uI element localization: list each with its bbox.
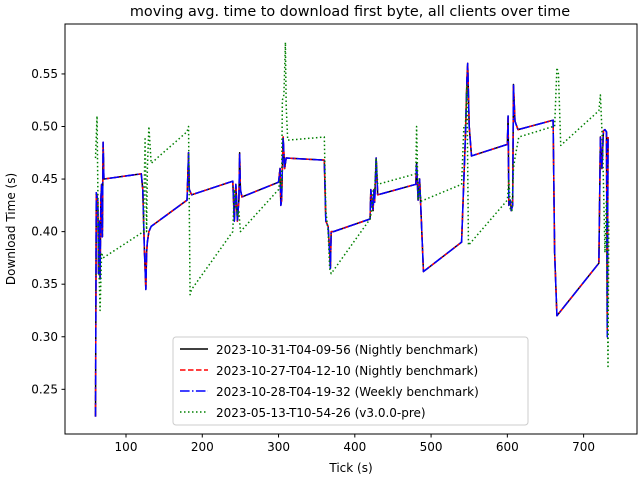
x-tick-label: 200 <box>191 440 214 454</box>
legend-label-series-1: 2023-10-31-T04-09-56 (Nightly benchmark) <box>216 343 478 357</box>
plot-frame <box>64 23 638 435</box>
x-tick-label: 400 <box>343 440 366 454</box>
y-tick-label: 0.45 <box>31 172 58 186</box>
legend-box <box>172 336 529 426</box>
y-tick-label: 0.50 <box>31 120 58 134</box>
x-tick-label: 600 <box>496 440 519 454</box>
chart-title: moving avg. time to download first byte,… <box>130 4 570 20</box>
x-tick-label: 300 <box>267 440 290 454</box>
y-tick-label: 0.25 <box>31 382 58 396</box>
y-tick-label: 0.55 <box>31 67 58 81</box>
y-axis-ticks: 0.25 0.30 0.35 0.40 0.45 0.50 0.55 <box>31 67 65 396</box>
y-tick-label: 0.40 <box>31 225 58 239</box>
legend-label-series-2: 2023-10-27-T04-12-10 (Nightly benchmark) <box>216 364 478 378</box>
y-axis-label: Download Time (s) <box>4 173 18 285</box>
x-tick-label: 100 <box>115 440 138 454</box>
x-axis-label: Tick (s) <box>328 461 372 475</box>
x-tick-label: 700 <box>572 440 595 454</box>
x-tick-label: 500 <box>420 440 443 454</box>
x-axis-ticks: 100 200 300 400 500 600 700 <box>115 434 595 454</box>
y-tick-label: 0.30 <box>31 330 58 344</box>
y-tick-label: 0.35 <box>31 277 58 291</box>
legend-label-series-3: 2023-10-28-T04-19-32 (Weekly benchmark) <box>216 385 479 399</box>
legend: 2023-10-31-T04-09-56 (Nightly benchmark)… <box>172 336 529 426</box>
series-layer <box>94 41 610 417</box>
legend-label-series-4: 2023-05-13-T10-54-26 (v3.0.0-pre) <box>216 406 426 420</box>
series-line-4 <box>94 41 610 370</box>
